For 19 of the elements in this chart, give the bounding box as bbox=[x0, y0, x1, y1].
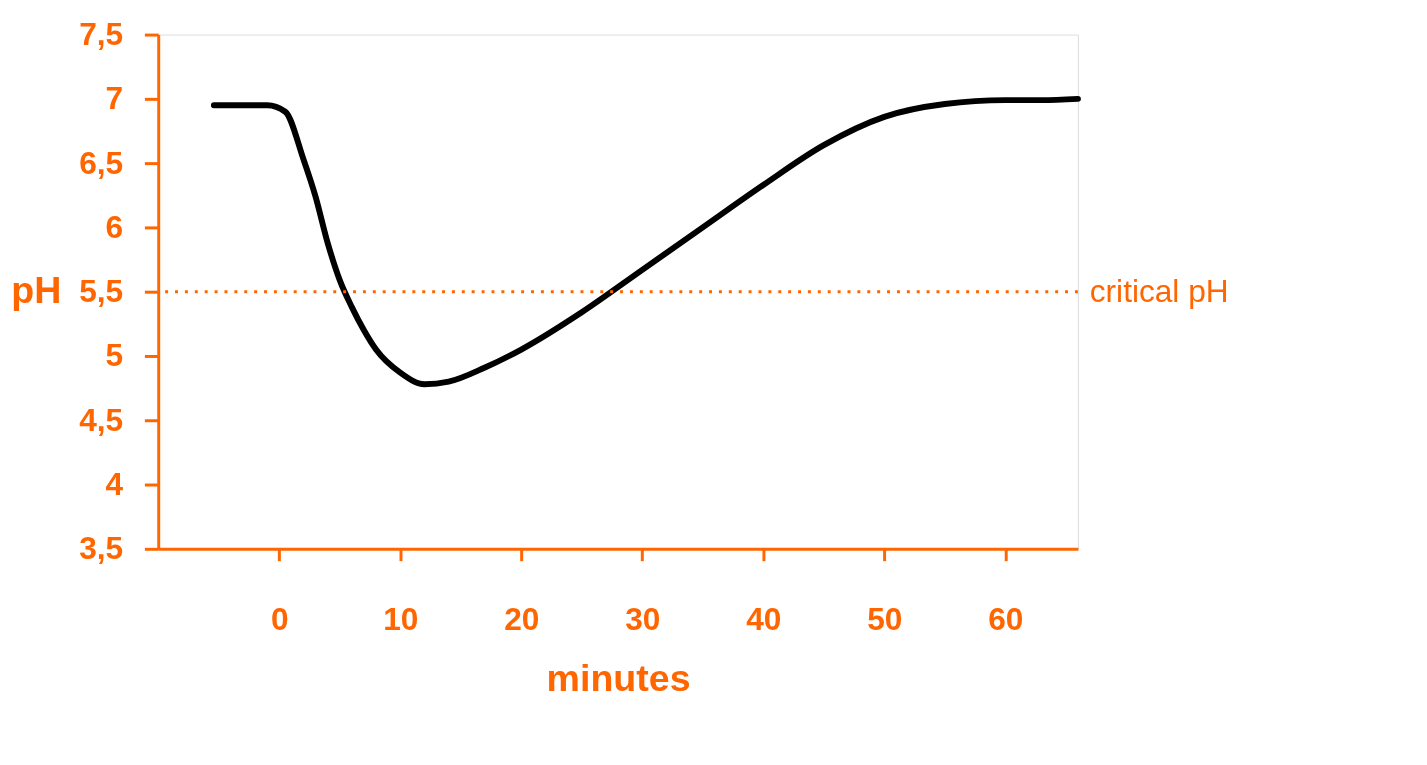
y-tick-label: 6,5 bbox=[79, 144, 124, 181]
ref-line-label: critical pH bbox=[1089, 272, 1229, 309]
y-tick-label: 6 bbox=[105, 208, 124, 245]
y-axis-title: pH bbox=[11, 269, 62, 312]
x-tick-label: 40 bbox=[746, 601, 782, 638]
x-tick-label: 20 bbox=[504, 601, 540, 638]
y-tick-label: 3,5 bbox=[79, 530, 124, 567]
x-tick-label: 60 bbox=[988, 601, 1024, 638]
x-tick-label: 50 bbox=[867, 601, 903, 638]
y-tick-label: 7 bbox=[105, 80, 124, 117]
y-tick-label: 4,5 bbox=[79, 401, 124, 438]
x-tick-label: 30 bbox=[625, 601, 661, 638]
x-tick-label: 10 bbox=[383, 601, 419, 638]
y-tick-label: 5,5 bbox=[79, 273, 124, 310]
y-tick-label: 5 bbox=[105, 337, 124, 374]
x-axis-title: minutes bbox=[546, 656, 691, 699]
x-tick-label: 0 bbox=[270, 601, 289, 638]
y-tick-label: 4 bbox=[105, 465, 124, 502]
y-tick-label: 7,5 bbox=[79, 15, 124, 52]
